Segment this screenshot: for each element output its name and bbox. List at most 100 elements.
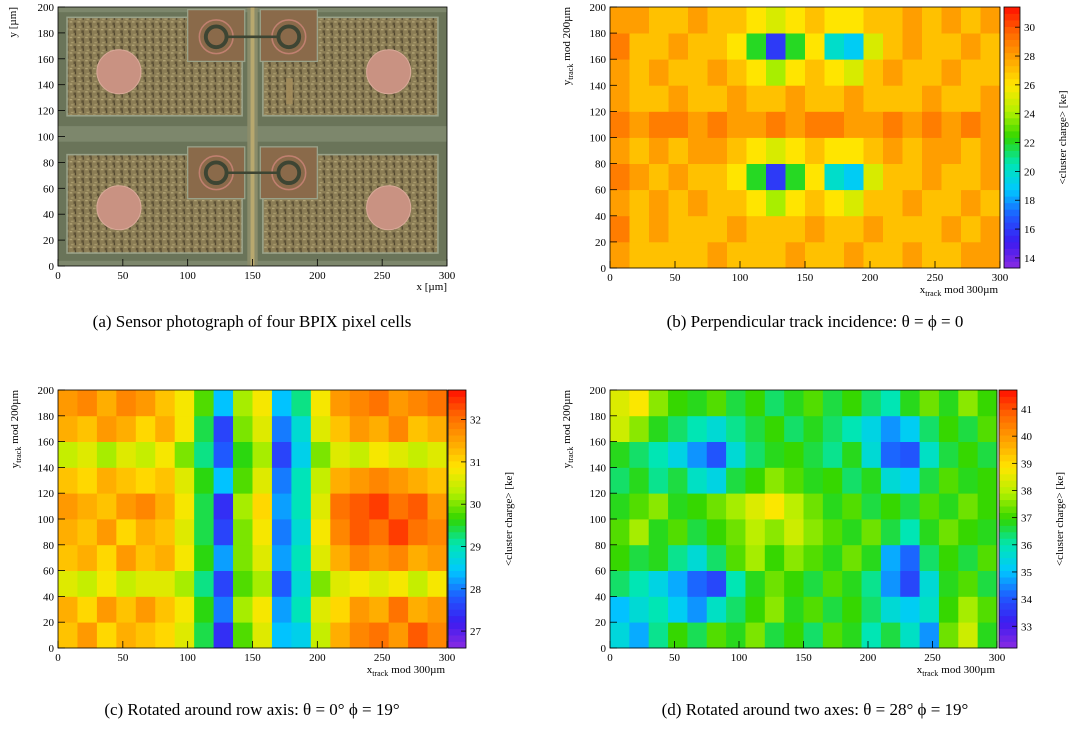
heatmap-cell bbox=[919, 467, 940, 494]
x-axis-label-main: x bbox=[917, 664, 923, 676]
colorbar-segment bbox=[448, 577, 466, 584]
heatmap-cell bbox=[707, 215, 728, 243]
y-tick-label: 60 bbox=[595, 185, 607, 197]
heatmap-cell bbox=[958, 415, 979, 442]
heatmap-cell bbox=[764, 622, 785, 649]
heatmap-cell bbox=[805, 241, 825, 269]
colorbar-segment bbox=[448, 422, 466, 430]
x-tick-label: 300 bbox=[439, 270, 456, 282]
heatmap-cell bbox=[766, 85, 786, 112]
heatmap-cell bbox=[271, 596, 292, 623]
heatmap-cell bbox=[349, 622, 370, 649]
heatmap-cell bbox=[648, 467, 669, 494]
heatmap-cell bbox=[941, 189, 962, 217]
colorbar-segment bbox=[448, 525, 466, 533]
y-tick-label: 140 bbox=[590, 462, 607, 474]
heatmap-cell bbox=[900, 596, 920, 623]
colorbar-frame bbox=[998, 389, 1018, 649]
heatmap-cell bbox=[980, 33, 1001, 60]
y-tick-label: 180 bbox=[38, 411, 55, 423]
heatmap-cell bbox=[961, 59, 981, 86]
colorbar-segment bbox=[1004, 202, 1020, 210]
x-tick-label: 50 bbox=[117, 270, 129, 282]
heatmap-cell bbox=[938, 544, 959, 571]
heatmap-cell bbox=[688, 189, 708, 217]
heatmap-cell bbox=[688, 111, 708, 138]
heatmap-cell bbox=[369, 441, 390, 468]
colorbar-segment bbox=[448, 441, 466, 449]
colorbar-frame bbox=[1003, 6, 1021, 269]
heatmap-cell bbox=[271, 493, 292, 520]
heatmap-cell bbox=[116, 570, 137, 597]
heatmap-cell bbox=[116, 519, 137, 546]
colorbar-segment bbox=[999, 506, 1017, 513]
heatmap-cell bbox=[408, 415, 428, 442]
y-tick-label: 140 bbox=[590, 80, 607, 92]
heatmap-cell bbox=[291, 467, 312, 494]
heatmap-cell bbox=[745, 544, 766, 571]
heatmap-cell bbox=[668, 163, 689, 191]
heatmap-cell bbox=[649, 215, 669, 243]
heatmap-cell bbox=[707, 241, 728, 269]
colorbar-label: <cluster charge> [ke] bbox=[503, 472, 515, 566]
x-tick-label: 250 bbox=[927, 272, 944, 284]
heatmap-cell bbox=[610, 241, 630, 269]
colorbar-tick-label: 36 bbox=[1021, 540, 1033, 552]
colorbar-segment bbox=[999, 454, 1017, 462]
heatmap-cell bbox=[883, 241, 903, 269]
heatmap-cell bbox=[822, 467, 843, 494]
heatmap-cell bbox=[726, 519, 746, 546]
heatmap-cell bbox=[648, 622, 669, 649]
heatmap-cell bbox=[649, 189, 669, 217]
colorbar-segment bbox=[448, 602, 466, 610]
heatmap-cell bbox=[785, 189, 806, 217]
heatmap-cell bbox=[629, 493, 650, 520]
colorbar-segment bbox=[999, 525, 1017, 533]
colorbar-segment bbox=[448, 551, 466, 559]
heatmap-cell bbox=[766, 7, 786, 34]
heatmap-cell bbox=[785, 137, 806, 164]
colorbar-segment bbox=[448, 564, 466, 571]
heatmap-cell bbox=[803, 493, 824, 520]
heatmap-cell bbox=[902, 111, 923, 138]
y-tick-label: 200 bbox=[38, 2, 55, 14]
heatmap-cell bbox=[902, 7, 923, 34]
y-tick-label: 20 bbox=[595, 617, 607, 629]
heatmap-cell bbox=[900, 467, 920, 494]
colorbar-segment bbox=[1004, 222, 1020, 230]
heatmap-cell bbox=[902, 163, 923, 191]
heatmap-cell bbox=[213, 544, 234, 571]
y-tick-label: 200 bbox=[590, 385, 607, 397]
heatmap-cell bbox=[922, 189, 942, 217]
colorbar-segment bbox=[448, 473, 466, 481]
heatmap-cell bbox=[310, 570, 331, 597]
heatmap-cell bbox=[803, 622, 824, 649]
heatmap-cell bbox=[902, 189, 923, 217]
y-tick-label: 40 bbox=[43, 209, 55, 221]
colorbar-segment bbox=[448, 467, 466, 475]
colorbar-segment bbox=[999, 409, 1017, 417]
heatmap-cell bbox=[961, 111, 981, 138]
heatmap-cell bbox=[863, 241, 884, 269]
heatmap-cell bbox=[213, 441, 234, 468]
x-axis-label-rest: mod 300µm bbox=[391, 664, 445, 676]
heatmap-cell bbox=[687, 570, 708, 597]
heatmap-cell bbox=[687, 493, 708, 520]
colorbar-tick-label: 29 bbox=[470, 541, 482, 553]
x-axis-label: xtrack mod 300µm bbox=[920, 284, 999, 298]
heatmap-cell bbox=[805, 163, 825, 191]
heatmap-cell bbox=[784, 544, 804, 571]
heatmap-cell bbox=[707, 7, 728, 34]
heatmap-cell bbox=[805, 85, 825, 112]
heatmap-cell bbox=[77, 570, 98, 597]
heatmap-cell bbox=[746, 163, 767, 191]
heatmap-cell bbox=[688, 163, 708, 191]
heatmap-cell bbox=[388, 519, 409, 546]
heatmap-cell bbox=[688, 59, 708, 86]
heatmap-cell bbox=[58, 441, 78, 468]
heatmap-cell bbox=[880, 622, 901, 649]
colorbar-segment bbox=[1004, 261, 1020, 269]
colorbar-segment bbox=[999, 441, 1017, 449]
heatmap-cell bbox=[922, 137, 942, 164]
